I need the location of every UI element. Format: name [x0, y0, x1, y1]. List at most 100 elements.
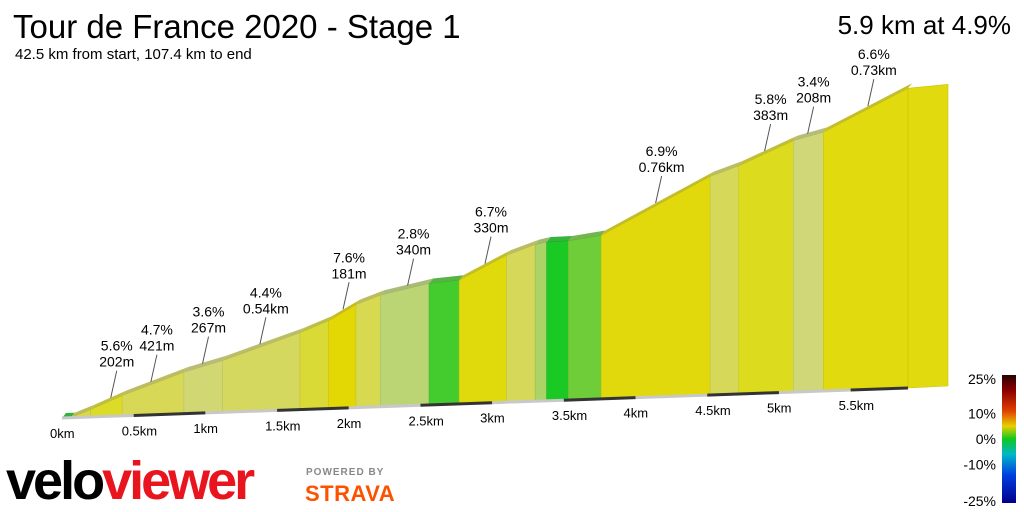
gradient-segment: [458, 254, 507, 405]
axis-segment: [133, 411, 206, 417]
legend-label: -10%: [963, 457, 996, 473]
axis-segment: [635, 393, 708, 400]
gradient-segment: [121, 371, 185, 417]
axis-segment: [205, 408, 278, 415]
gradient-segment-top: [328, 299, 360, 321]
gradient-segment: [546, 240, 569, 402]
annotation-length: 421m: [139, 338, 174, 354]
annotation-gradient: 3.4%: [798, 74, 830, 90]
annotation-gradient: 5.6%: [101, 338, 133, 354]
annotation-leader: [342, 282, 350, 310]
powered-by-label: POWERED BY: [306, 467, 385, 478]
gradient-segment-top: [380, 278, 434, 296]
gradient-segment-top: [222, 327, 305, 361]
annotation-length: 330m: [473, 220, 508, 236]
gradient-segment: [600, 176, 711, 400]
annotation-gradient: 2.8%: [398, 226, 430, 242]
annotation-gradient: 7.6%: [333, 249, 365, 265]
gradient-segment: [299, 320, 330, 410]
annotation-leader: [110, 370, 118, 398]
axis-segment: [850, 386, 909, 392]
gradient-segment: [738, 140, 794, 395]
x-tick-label: 4.5km: [695, 403, 730, 418]
x-tick-label: 5.5km: [839, 398, 874, 413]
annotation-leader: [655, 175, 663, 204]
annotation-length: 0.73km: [851, 62, 897, 78]
legend-label: -25%: [963, 493, 996, 509]
x-tick-label: 4km: [624, 406, 649, 421]
x-tick-label: 1.5km: [265, 418, 300, 433]
climb-summary: 5.9 km at 4.9%: [837, 10, 1011, 40]
annotation-leader: [867, 79, 875, 107]
x-tick-label: 0km: [50, 426, 75, 441]
gradient-segment-top: [122, 367, 188, 396]
axis-segment: [707, 391, 780, 397]
annotation-leader: [259, 317, 267, 345]
annotation-leader: [484, 236, 492, 264]
gradient-segment-top: [546, 235, 573, 243]
gradient-segment: [534, 241, 547, 402]
axis-segment: [563, 396, 636, 402]
annotation-length: 0.76km: [639, 159, 685, 175]
chart-subtitle: 42.5 km from start, 107.4 km to end: [15, 46, 252, 63]
gradient-segment: [428, 279, 460, 406]
annotation-leader: [150, 354, 158, 382]
annotation-leader: [407, 258, 415, 286]
x-tick-label: 3km: [480, 411, 505, 426]
gradient-segment: [506, 244, 536, 403]
x-tick-label: 2km: [337, 416, 362, 431]
annotation-length: 383m: [753, 107, 788, 123]
annotation-gradient: 3.6%: [193, 304, 225, 320]
gradient-segment-top: [738, 135, 798, 166]
gradient-segment-top: [183, 355, 227, 373]
gradient-segment-top: [535, 237, 551, 245]
legend-label: 25%: [968, 371, 996, 387]
gradient-segment: [328, 304, 357, 409]
annotation-length: 340m: [396, 242, 431, 258]
annotation-length: 267m: [191, 320, 226, 336]
annotation-gradient: 4.7%: [141, 322, 173, 338]
axis-segment: [778, 388, 851, 395]
axis-segment: [492, 398, 564, 405]
profile-end-face: [907, 83, 949, 389]
veloviewer-logo: veloviewer: [6, 451, 255, 511]
gradient-segment-top: [90, 390, 127, 410]
annotation-length: 0.54km: [243, 300, 289, 316]
axis-segment: [277, 406, 349, 412]
gradient-segment-top: [568, 230, 606, 241]
axis-segment: [61, 413, 134, 420]
gradient-segment: [823, 87, 909, 392]
annotation-gradient: 4.4%: [250, 284, 282, 300]
gradient-segment-top: [459, 250, 511, 281]
gradient-segment: [567, 235, 602, 401]
annotation-gradient: 6.9%: [646, 143, 678, 159]
annotation-gradient: 6.7%: [475, 204, 507, 220]
gradient-segment: [355, 294, 381, 408]
gradient-segment: [792, 131, 824, 393]
legend-label: 0%: [976, 431, 996, 447]
gradient-segment: [709, 165, 740, 396]
annotation-leader: [202, 336, 210, 364]
annotation-leader: [807, 106, 815, 134]
strava-logo: STRAVA: [305, 481, 396, 506]
axis-segment: [348, 403, 421, 410]
chart-title: Tour de France 2020 - Stage 1: [13, 8, 461, 45]
gradient-segment-top: [793, 127, 828, 141]
gradient-segment-top: [601, 171, 715, 236]
x-tick-label: 5km: [767, 401, 792, 416]
annotation-leader: [764, 123, 772, 152]
annotation-gradient: 5.8%: [755, 91, 787, 107]
gradient-segment: [380, 283, 430, 408]
gradient-segment-top: [70, 404, 95, 418]
x-tick-label: 0.5km: [122, 423, 157, 438]
x-tick-label: 3.5km: [552, 408, 587, 423]
gradient-segment-top: [710, 160, 743, 177]
gradient-segment-top: [300, 315, 333, 333]
gradient-segment-top: [355, 290, 385, 305]
annotation-length: 181m: [332, 265, 367, 281]
annotation-gradient: 6.6%: [858, 46, 890, 62]
x-tick-label: 1km: [193, 421, 218, 436]
axis-segment: [420, 401, 493, 407]
x-tick-label: 2.5km: [408, 413, 443, 428]
